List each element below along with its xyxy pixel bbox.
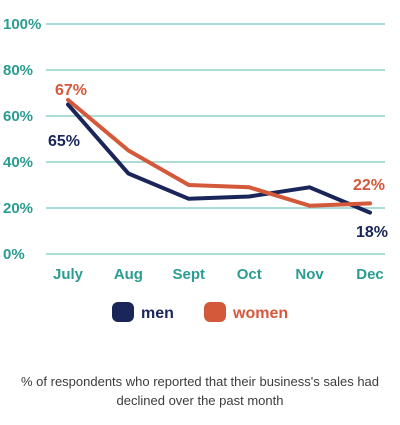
y-tick-label: 60% xyxy=(3,108,33,125)
label-women-last: 22% xyxy=(353,177,385,194)
series-lines xyxy=(66,97,372,215)
x-tick-label: Sept xyxy=(173,266,206,283)
legend-swatch-women xyxy=(204,302,226,322)
legend-label-women: women xyxy=(232,305,288,322)
x-tick-label: July xyxy=(53,266,84,283)
y-tick-label: 100% xyxy=(3,16,41,33)
x-tick-label: Aug xyxy=(114,266,143,283)
legend-label-men: men xyxy=(141,305,174,322)
label-men-first: 65% xyxy=(48,133,80,150)
x-tick-label: Dec xyxy=(356,266,384,283)
chart-caption: % of respondents who reported that their… xyxy=(20,374,380,408)
legend: men women xyxy=(112,302,288,322)
y-tick-label: 20% xyxy=(3,200,33,217)
x-axis-ticks: July Aug Sept Oct Nov Dec xyxy=(53,266,384,283)
x-tick-label: Oct xyxy=(237,266,262,283)
legend-swatch-men xyxy=(112,302,134,322)
grid-lines xyxy=(46,23,385,255)
y-tick-label: 80% xyxy=(3,62,33,79)
x-tick-label: Nov xyxy=(295,266,324,283)
label-women-first: 67% xyxy=(55,82,87,99)
y-tick-label: 0% xyxy=(3,246,25,263)
series-line-women xyxy=(66,97,372,208)
series-line-men xyxy=(66,102,372,215)
y-tick-label: 40% xyxy=(3,154,33,171)
label-men-last: 18% xyxy=(356,224,388,241)
y-axis-ticks: 0% 20% 40% 60% 80% 100% xyxy=(3,16,41,263)
